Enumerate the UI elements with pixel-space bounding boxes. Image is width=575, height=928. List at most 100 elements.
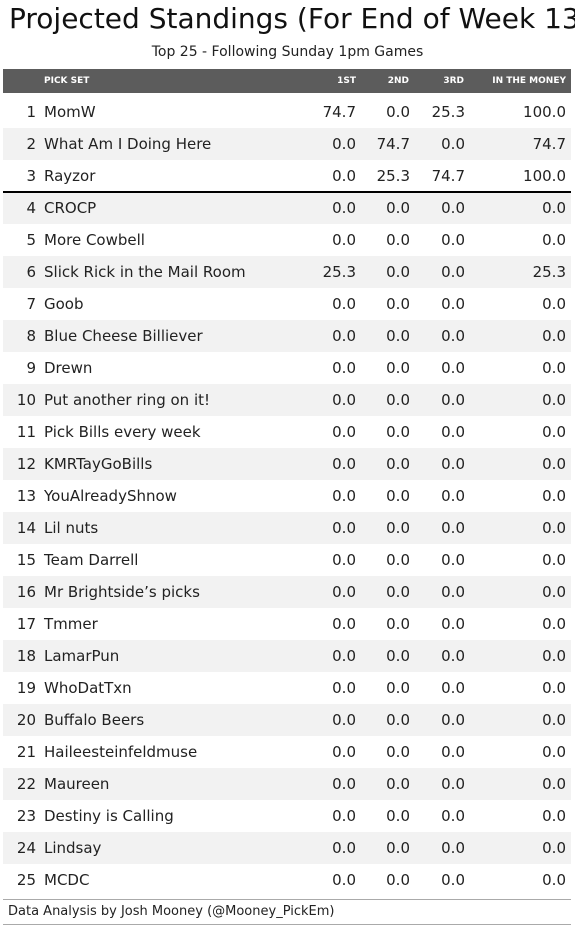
in-the-money-pct-cell: 0.0 [542, 807, 566, 825]
third-pct-cell: 0.0 [441, 679, 465, 697]
in-the-money-pct-cell: 0.0 [542, 583, 566, 601]
second-pct-cell: 0.0 [386, 647, 410, 665]
second-pct-cell: 0.0 [386, 423, 410, 441]
rank-cell: 7 [26, 295, 36, 313]
in-the-money-pct-cell: 0.0 [542, 615, 566, 633]
pick-set-name-cell: Haileesteinfeldmuse [44, 743, 198, 761]
in-the-money-pct-cell: 0.0 [542, 775, 566, 793]
money-cutoff-line [3, 191, 571, 193]
rank-cell: 3 [26, 167, 36, 185]
table-row: 3 Rayzor 0.0 25.3 74.7 100.0 [3, 160, 571, 192]
pick-set-name-cell: MCDC [44, 871, 90, 889]
first-pct-cell: 0.0 [332, 423, 356, 441]
second-pct-cell: 74.7 [376, 135, 410, 153]
table-row: 8 Blue Cheese Billiever 0.0 0.0 0.0 0.0 [3, 320, 571, 352]
first-pct-cell: 0.0 [332, 583, 356, 601]
third-pct-cell: 0.0 [441, 487, 465, 505]
pick-set-name-cell: Lil nuts [44, 519, 99, 537]
second-pct-cell: 0.0 [386, 519, 410, 537]
in-the-money-pct-cell: 100.0 [523, 103, 566, 121]
rank-cell: 18 [16, 647, 36, 665]
rank-cell: 4 [26, 199, 36, 217]
pick-set-name-cell: Drewn [44, 359, 93, 377]
rank-cell: 5 [26, 231, 36, 249]
first-pct-cell: 0.0 [332, 359, 356, 377]
in-the-money-pct-cell: 0.0 [542, 519, 566, 537]
table-row: 13 YouAlreadyShnow 0.0 0.0 0.0 0.0 [3, 480, 571, 512]
pick-set-name-cell: CROCP [44, 199, 97, 217]
pick-set-name-cell: Mr Brightside’s picks [44, 583, 200, 601]
third-pct-cell: 0.0 [441, 839, 465, 857]
in-the-money-pct-cell: 0.0 [542, 199, 566, 217]
table-row: 22 Maureen 0.0 0.0 0.0 0.0 [3, 768, 571, 800]
in-the-money-pct-cell: 0.0 [542, 391, 566, 409]
column-header-pick-set: PICK SET [44, 76, 90, 86]
third-pct-cell: 0.0 [441, 743, 465, 761]
pick-set-name-cell: Goob [44, 295, 84, 313]
table-row: 15 Team Darrell 0.0 0.0 0.0 0.0 [3, 544, 571, 576]
table-row: 9 Drewn 0.0 0.0 0.0 0.0 [3, 352, 571, 384]
table-row: 6 Slick Rick in the Mail Room 25.3 0.0 0.0 25… [3, 256, 571, 288]
second-pct-cell: 0.0 [386, 583, 410, 601]
second-pct-cell: 0.0 [386, 487, 410, 505]
table-row: 10 Put another ring on it! 0.0 0.0 0.0 0.0 [3, 384, 571, 416]
table-row: 16 Mr Brightside’s picks 0.0 0.0 0.0 0.0 [3, 576, 571, 608]
footer-bottom-divider [3, 924, 571, 925]
rank-cell: 10 [16, 391, 36, 409]
first-pct-cell: 0.0 [332, 295, 356, 313]
pick-set-name-cell: More Cowbell [44, 231, 145, 249]
rank-cell: 11 [16, 423, 36, 441]
rank-cell: 25 [16, 871, 36, 889]
pick-set-name-cell: YouAlreadyShnow [44, 487, 177, 505]
rank-cell: 15 [16, 551, 36, 569]
pick-set-name-cell: Pick Bills every week [44, 423, 201, 441]
second-pct-cell: 0.0 [386, 199, 410, 217]
first-pct-cell: 0.0 [332, 487, 356, 505]
pick-set-name-cell: Team Darrell [44, 551, 139, 569]
second-pct-cell: 0.0 [386, 871, 410, 889]
footer-credit: Data Analysis by Josh Mooney (@Mooney_Pi… [8, 904, 335, 919]
rank-cell: 22 [16, 775, 36, 793]
in-the-money-pct-cell: 100.0 [523, 167, 566, 185]
third-pct-cell: 0.0 [441, 199, 465, 217]
second-pct-cell: 0.0 [386, 231, 410, 249]
first-pct-cell: 0.0 [332, 679, 356, 697]
first-pct-cell: 0.0 [332, 167, 356, 185]
table-row: 14 Lil nuts 0.0 0.0 0.0 0.0 [3, 512, 571, 544]
first-pct-cell: 0.0 [332, 647, 356, 665]
pick-set-name-cell: What Am I Doing Here [44, 135, 212, 153]
first-pct-cell: 0.0 [332, 871, 356, 889]
in-the-money-pct-cell: 0.0 [542, 423, 566, 441]
footer-divider [3, 899, 571, 900]
second-pct-cell: 0.0 [386, 263, 410, 281]
pick-set-name-cell: Put another ring on it! [44, 391, 211, 409]
third-pct-cell: 0.0 [441, 775, 465, 793]
third-pct-cell: 0.0 [441, 295, 465, 313]
in-the-money-pct-cell: 0.0 [542, 679, 566, 697]
third-pct-cell: 0.0 [441, 231, 465, 249]
first-pct-cell: 74.7 [322, 103, 356, 121]
second-pct-cell: 0.0 [386, 391, 410, 409]
third-pct-cell: 0.0 [441, 423, 465, 441]
in-the-money-pct-cell: 0.0 [542, 711, 566, 729]
in-the-money-pct-cell: 0.0 [542, 871, 566, 889]
third-pct-cell: 0.0 [441, 551, 465, 569]
first-pct-cell: 0.0 [332, 807, 356, 825]
third-pct-cell: 0.0 [441, 519, 465, 537]
third-pct-cell: 0.0 [441, 647, 465, 665]
third-pct-cell: 0.0 [441, 711, 465, 729]
table-row: 1 MomW 74.7 0.0 25.3 100.0 [3, 96, 571, 128]
table-row: 2 What Am I Doing Here 0.0 74.7 0.0 74.7 [3, 128, 571, 160]
second-pct-cell: 0.0 [386, 839, 410, 857]
column-header-second: 2ND [387, 76, 409, 86]
second-pct-cell: 0.0 [386, 711, 410, 729]
table-row: 25 MCDC 0.0 0.0 0.0 0.0 [3, 864, 571, 896]
third-pct-cell: 74.7 [431, 167, 465, 185]
table-row: 4 CROCP 0.0 0.0 0.0 0.0 [3, 192, 571, 224]
first-pct-cell: 25.3 [322, 263, 356, 281]
column-header-third: 3RD [443, 76, 464, 86]
third-pct-cell: 0.0 [441, 807, 465, 825]
third-pct-cell: 0.0 [441, 327, 465, 345]
rank-cell: 6 [26, 263, 36, 281]
first-pct-cell: 0.0 [332, 199, 356, 217]
